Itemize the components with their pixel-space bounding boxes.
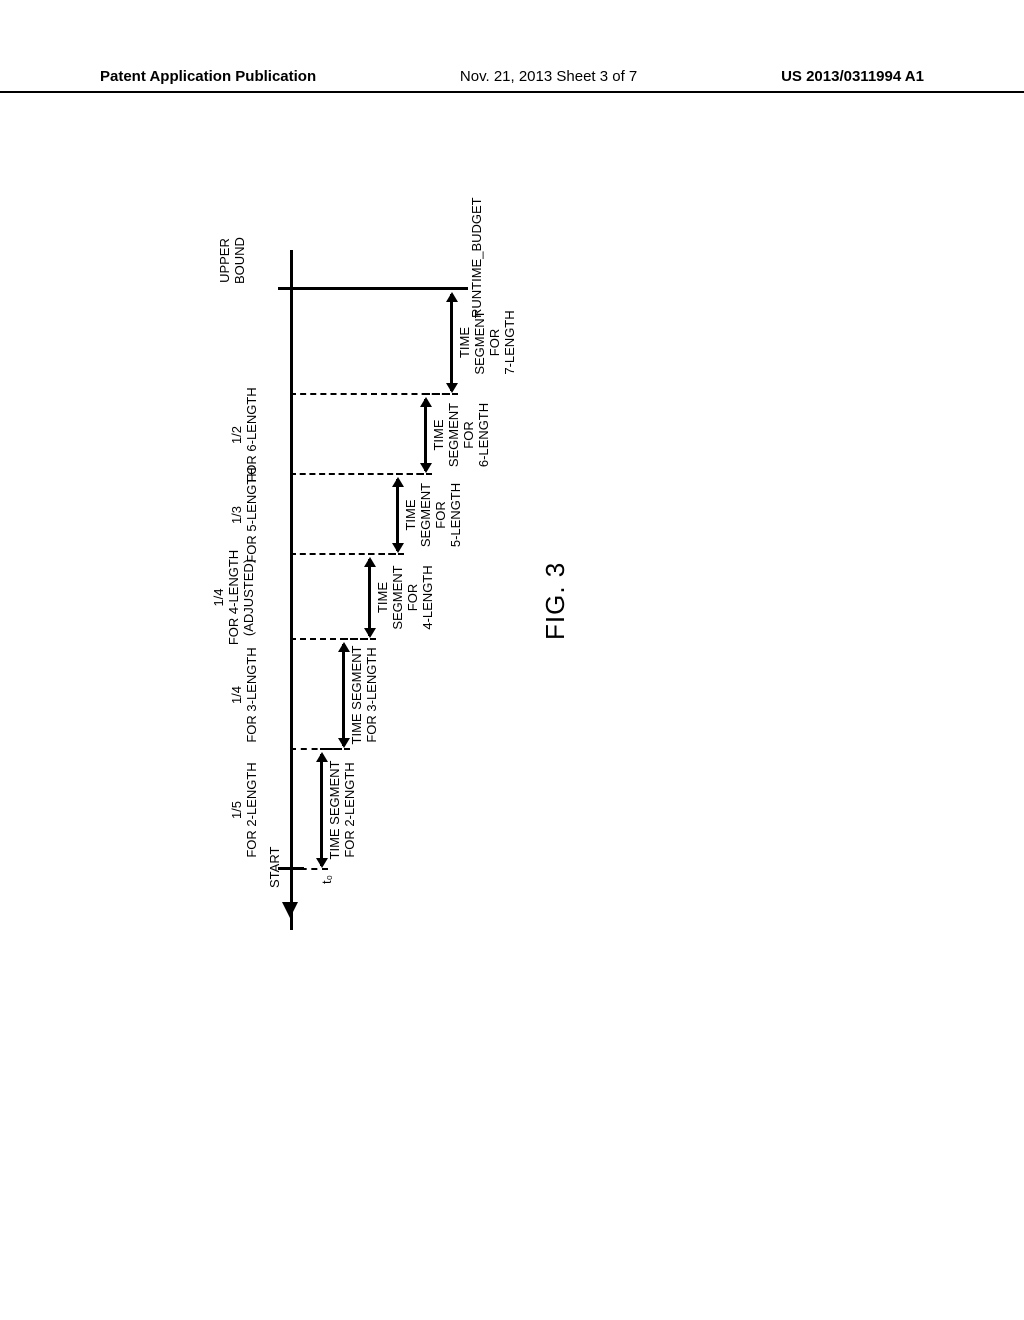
segment-arrow-5-length	[396, 479, 399, 551]
figure-3-diagram: STARTUPPER BOUNDt₀RUNTIME_BUDGET1/5 FOR …	[170, 250, 850, 930]
label-segment-7-length: TIME SEGMENT FOR 7-LENGTH	[458, 293, 518, 393]
step-drop-7	[424, 393, 450, 395]
step-drop-5	[368, 553, 396, 555]
figure-label: FIG. 3	[540, 562, 571, 640]
label-fraction-3-length: 1/4 FOR 3-LENGTH	[230, 645, 260, 745]
header-left: Patent Application Publication	[100, 68, 316, 85]
label-segment-2-length: TIME SEGMENT FOR 2-LENGTH	[328, 760, 358, 860]
label-fraction-6-length: 1/2 FOR 6-LENGTH	[230, 385, 260, 485]
step-drop-4	[342, 638, 368, 640]
header-right: US 2013/0311994 A1	[781, 68, 924, 85]
step-drop-6	[396, 473, 424, 475]
step-drop-3	[320, 748, 342, 750]
segment-arrow-6-length	[424, 399, 427, 471]
segment-arrow-3-length	[342, 644, 345, 746]
label-segment-6-length: TIME SEGMENT FOR 6-LENGTH	[432, 385, 492, 485]
timeline-arrowhead	[282, 902, 298, 918]
label-upper-bound: UPPER BOUND	[218, 237, 248, 284]
header-center: Nov. 21, 2013 Sheet 3 of 7	[460, 68, 637, 85]
label-segment-3-length: TIME SEGMENT FOR 3-LENGTH	[350, 645, 380, 745]
segment-arrow-2-length	[320, 754, 323, 866]
timeline-axis	[290, 250, 293, 930]
segment-arrow-7-length	[450, 294, 453, 391]
label-t0: t₀	[320, 875, 335, 884]
divider-start	[290, 868, 328, 870]
page-header: Patent Application Publication Nov. 21, …	[0, 68, 1024, 93]
label-fraction-2-length: 1/5 FOR 2-LENGTH	[230, 760, 260, 860]
segment-arrow-4-length	[368, 559, 371, 636]
label-start: START	[268, 847, 283, 888]
end-vertical	[290, 287, 468, 290]
